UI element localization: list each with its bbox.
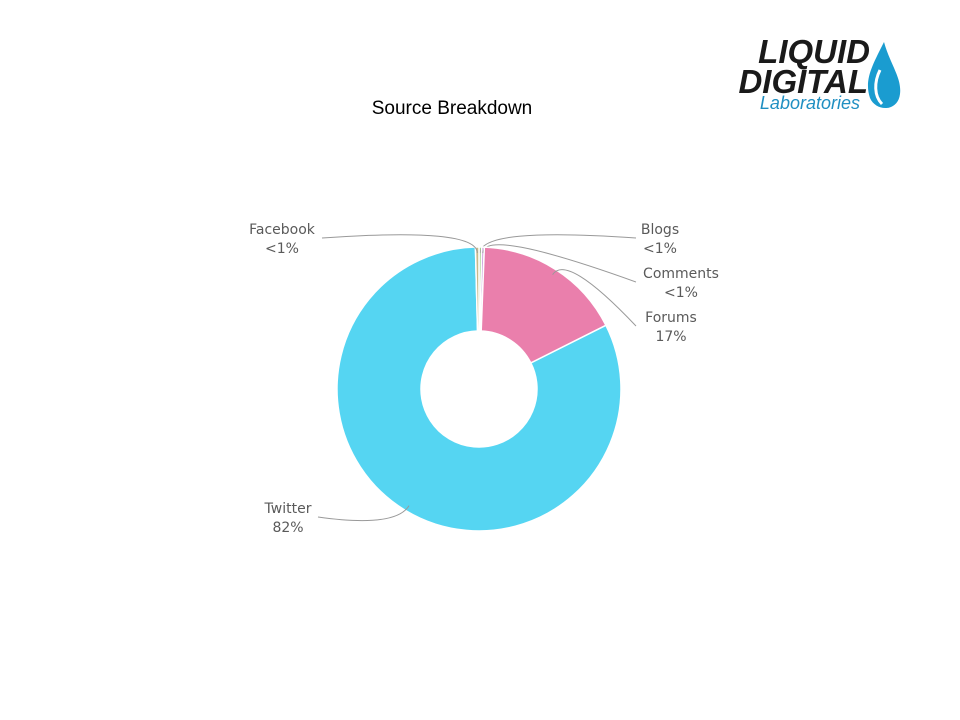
logo-line: Laboratories	[760, 93, 860, 113]
donut-slice	[474, 246, 480, 332]
slice-label: Twitter	[264, 501, 312, 517]
slice-value-label: <1%	[664, 285, 698, 301]
logo-drop	[867, 42, 901, 109]
logo-line: LIQUID	[758, 33, 870, 70]
slice-label: Facebook	[249, 222, 316, 238]
slice-value-label: <1%	[265, 241, 299, 257]
slice-label: Forums	[645, 310, 697, 326]
slice-value-label: <1%	[643, 241, 677, 257]
chart-title: Source Breakdown	[372, 98, 533, 119]
slice-label: Blogs	[641, 222, 679, 238]
leader-line	[317, 505, 410, 522]
logo-drop-shine	[874, 69, 884, 106]
donut-chart: Blogs <1% Comments <1% Forums 17% Twitter 82% Fa…	[249, 222, 719, 536]
slice-label: Comments	[643, 266, 719, 282]
slice-value-label: 17%	[655, 329, 686, 345]
leader-line	[321, 234, 478, 254]
logo: LIQUID DIGITAL Laboratories	[738, 33, 901, 113]
donut-slice	[480, 246, 607, 365]
donut-slice	[336, 246, 622, 532]
slice-value-label: 82%	[272, 520, 303, 536]
logo-line: DIGITAL	[738, 63, 868, 100]
leader-line	[552, 269, 637, 327]
